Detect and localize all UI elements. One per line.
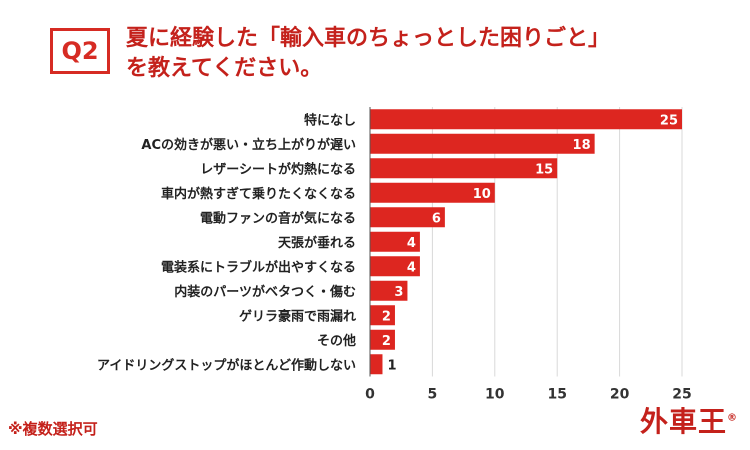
question-title-line-2: を教えてください。: [126, 56, 323, 81]
bar-0: [370, 109, 682, 130]
x-tick-label-4: 20: [610, 387, 630, 403]
value-label-6: 4: [407, 260, 416, 275]
bar-4: [370, 207, 445, 228]
category-label-6: 電装系にトラブルが出やすくなる: [161, 259, 356, 275]
value-label-7: 3: [394, 285, 403, 300]
value-label-4: 6: [432, 211, 441, 226]
x-tick-label-5: 25: [672, 387, 691, 403]
value-label-8: 2: [382, 309, 391, 324]
question-title-line-1: 夏に経験した「輸入車のちょっとした困りごと」: [126, 26, 611, 51]
category-label-10: アイドリングストップがほとんど作動しない: [97, 357, 356, 373]
value-label-9: 2: [382, 334, 391, 349]
x-tick-label-2: 10: [485, 387, 505, 403]
bar-1: [370, 133, 595, 154]
category-label-7: 内装のパーツがベタつく・傷む: [174, 284, 356, 300]
category-label-9: その他: [317, 333, 356, 349]
value-label-3: 10: [473, 187, 491, 202]
value-label-1: 18: [573, 138, 591, 153]
category-label-5: 天張が垂れる: [278, 235, 356, 251]
value-label-0: 25: [660, 113, 678, 128]
category-label-4: 電動ファンの音が気になる: [200, 210, 356, 226]
category-label-2: レザーシートが灼熱になる: [200, 161, 356, 177]
bar-10: [370, 354, 383, 375]
bar-5: [370, 231, 420, 252]
value-label-2: 15: [535, 162, 553, 177]
brand-logo-text: 外車王: [640, 405, 728, 438]
bar-9: [370, 329, 395, 350]
bar-7: [370, 280, 408, 301]
bar-3: [370, 182, 495, 203]
x-tick-label-0: 0: [365, 387, 375, 403]
category-label-3: 車内が熱すぎて乗りたくなくなる: [161, 186, 356, 202]
bar-2: [370, 158, 558, 179]
category-label-0: 特になし: [304, 112, 356, 128]
category-label-8: ゲリラ豪雨で雨漏れ: [239, 308, 356, 324]
brand-logo: 外車王®: [640, 400, 738, 440]
question-title: 夏に経験した「輸入車のちょっとした困りごと」 を教えてください。: [126, 24, 726, 84]
bar-6: [370, 256, 420, 277]
x-tick-label-1: 5: [428, 387, 438, 403]
question-number-badge: Q2: [50, 28, 110, 74]
category-label-1: ACの効きが悪い・立ち上がりが遅い: [141, 137, 356, 153]
value-label-5: 4: [407, 236, 416, 251]
registered-mark: ®: [727, 412, 739, 424]
multiple-choice-note: ※複数選択可: [8, 420, 98, 438]
bar-8: [370, 305, 395, 326]
x-tick-label-3: 15: [547, 387, 566, 403]
value-label-10: 1: [387, 358, 396, 373]
